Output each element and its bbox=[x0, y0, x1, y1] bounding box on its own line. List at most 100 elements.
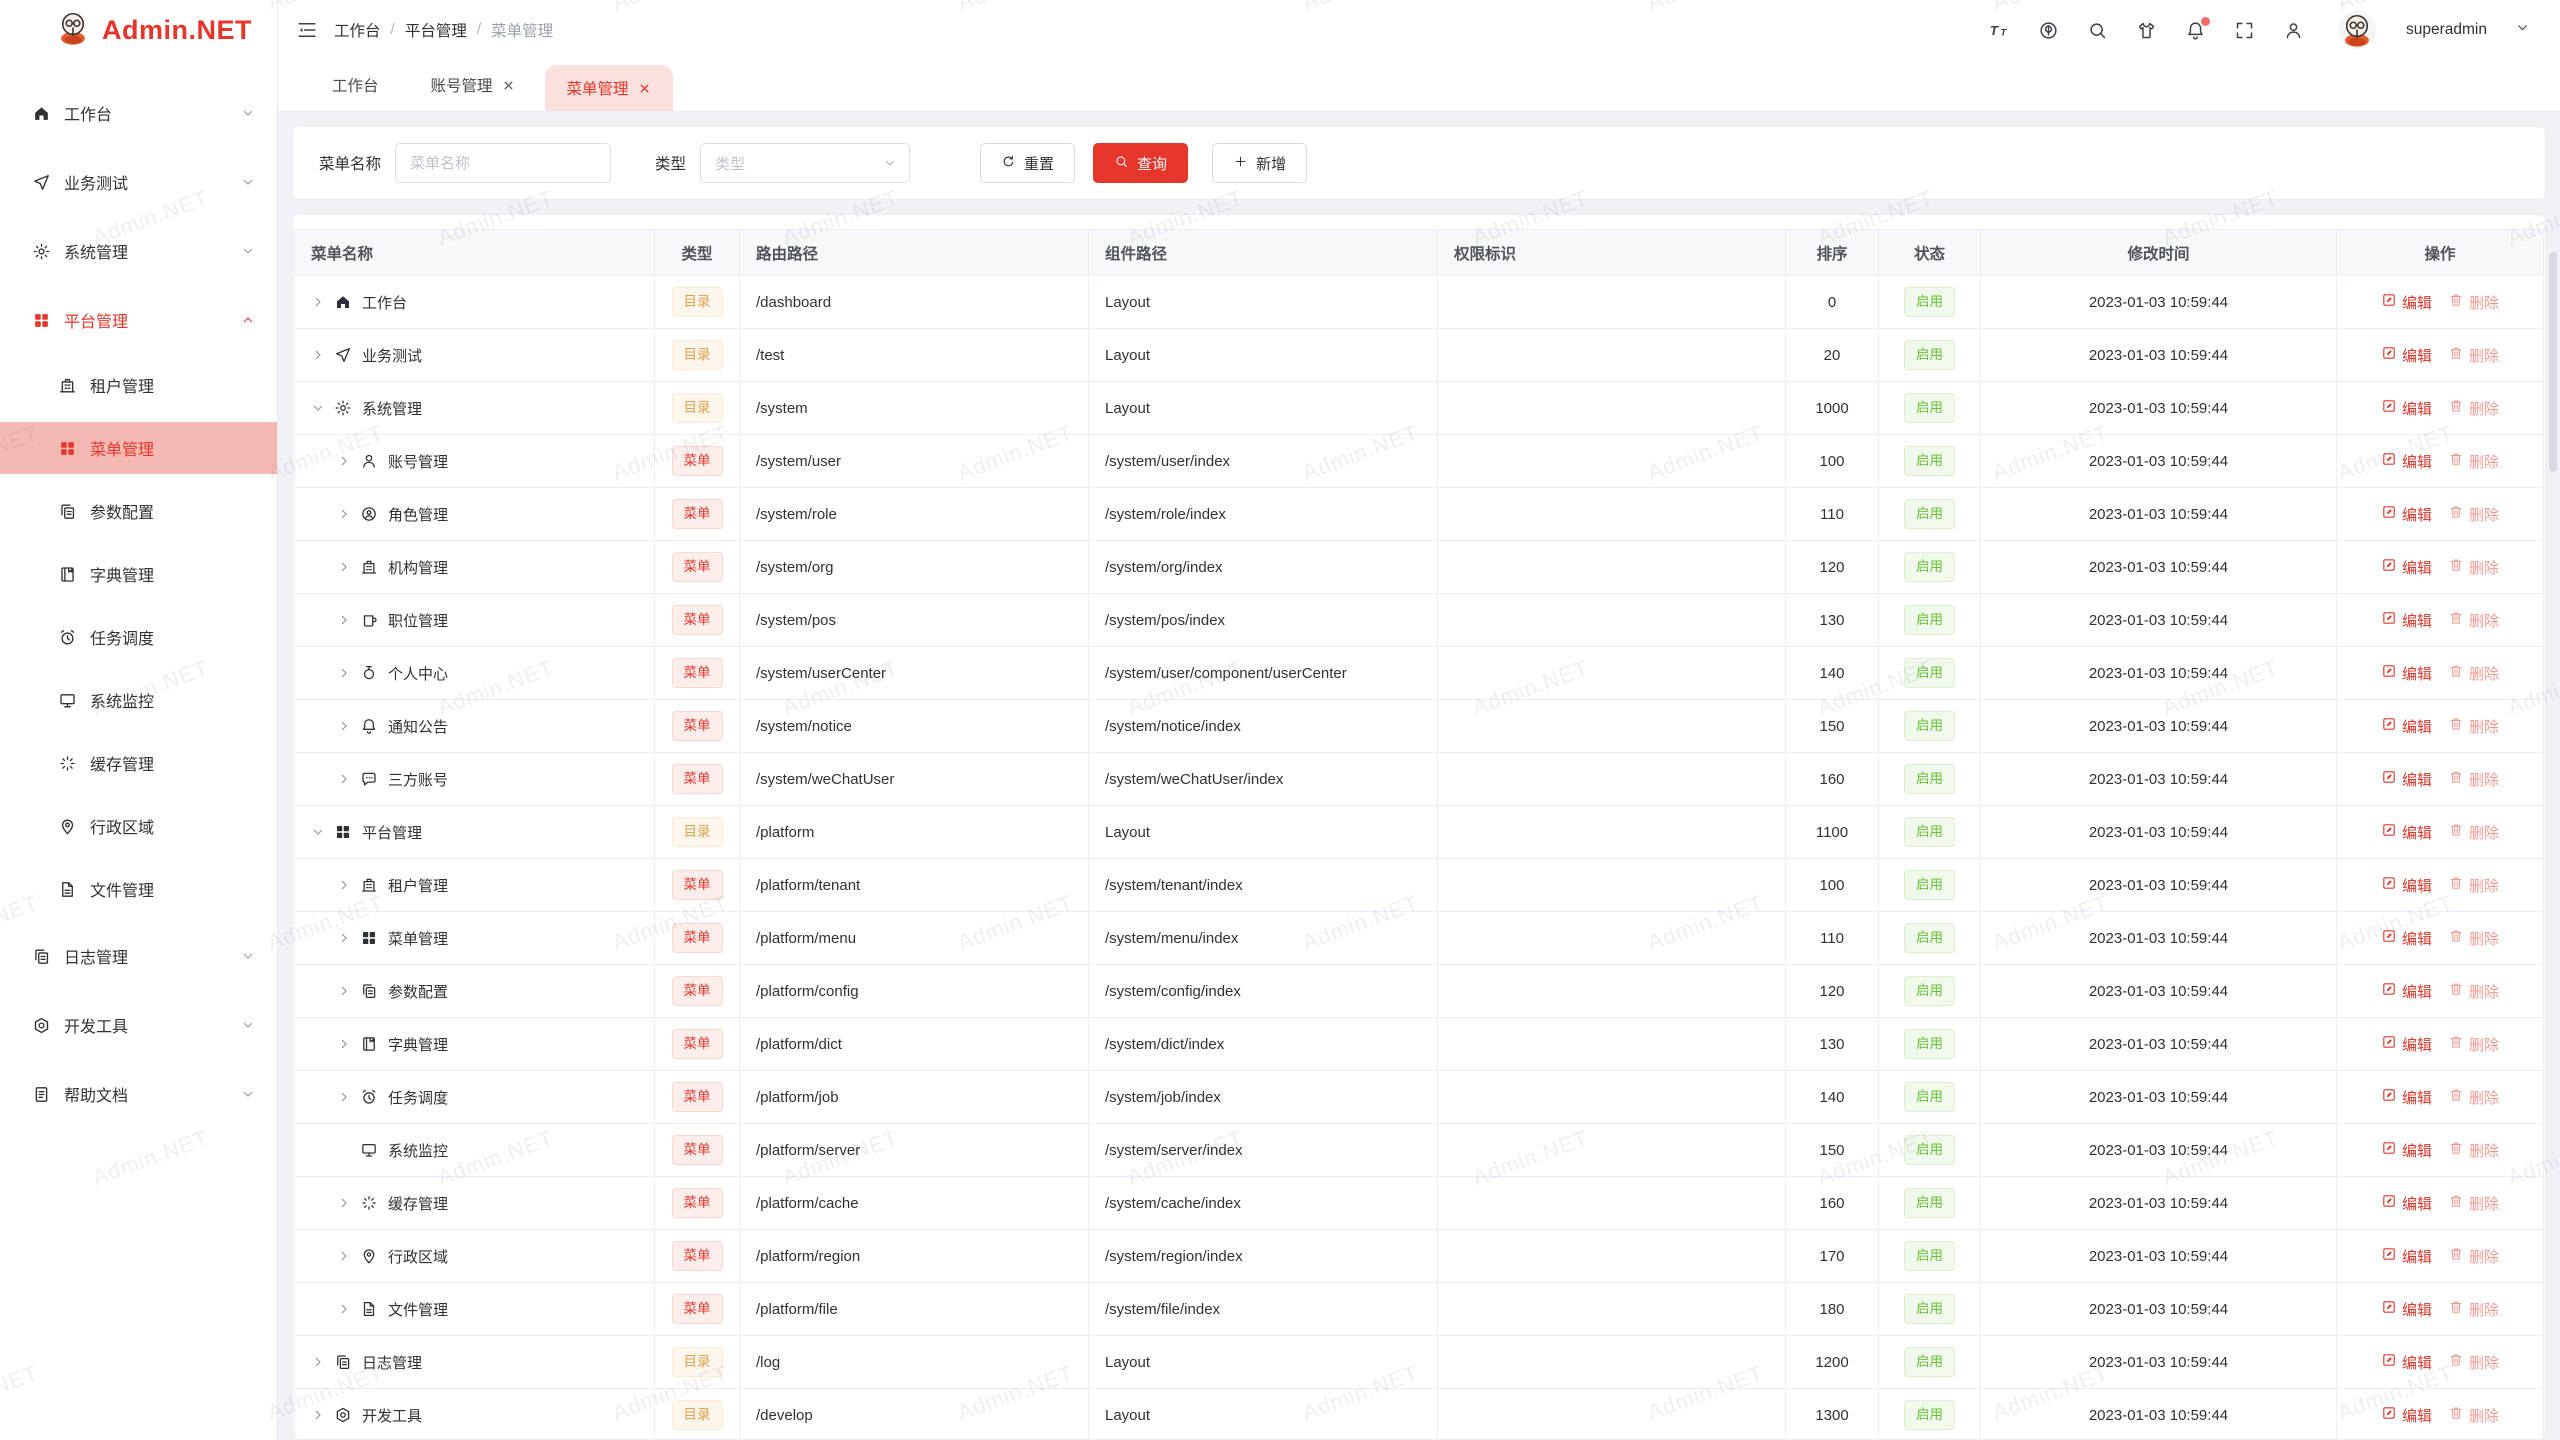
sidebar-item-字典管理[interactable]: 字典管理 bbox=[0, 548, 277, 600]
expand-arrow-icon[interactable] bbox=[337, 931, 351, 945]
search-button[interactable]: 查询 bbox=[1093, 143, 1189, 183]
expand-arrow-icon[interactable] bbox=[337, 772, 351, 786]
sidebar-item-工作台[interactable]: 工作台 bbox=[0, 85, 277, 141]
edit-button[interactable]: 编辑 bbox=[2381, 504, 2432, 525]
delete-button[interactable]: 删除 bbox=[2448, 1246, 2499, 1267]
edit-button[interactable]: 编辑 bbox=[2381, 1352, 2432, 1373]
expand-arrow-icon[interactable] bbox=[311, 401, 325, 415]
profile-icon[interactable] bbox=[2283, 20, 2304, 41]
delete-button[interactable]: 删除 bbox=[2448, 1193, 2499, 1214]
delete-button[interactable]: 删除 bbox=[2448, 1352, 2499, 1373]
expand-arrow-icon[interactable] bbox=[311, 1408, 325, 1422]
notification-icon[interactable] bbox=[2185, 16, 2210, 41]
edit-button[interactable]: 编辑 bbox=[2381, 1405, 2432, 1426]
collapse-sidebar-icon[interactable] bbox=[296, 19, 318, 41]
sidebar-item-日志管理[interactable]: 日志管理 bbox=[0, 928, 277, 984]
delete-button[interactable]: 删除 bbox=[2448, 1087, 2499, 1108]
delete-button[interactable]: 删除 bbox=[2448, 1405, 2499, 1426]
expand-arrow-icon[interactable] bbox=[337, 1037, 351, 1051]
edit-button[interactable]: 编辑 bbox=[2381, 557, 2432, 578]
edit-button[interactable]: 编辑 bbox=[2381, 822, 2432, 843]
sidebar-item-缓存管理[interactable]: 缓存管理 bbox=[0, 737, 277, 789]
edit-button[interactable]: 编辑 bbox=[2381, 1246, 2432, 1267]
delete-button[interactable]: 删除 bbox=[2448, 398, 2499, 419]
user-menu-chevron-icon[interactable] bbox=[2515, 20, 2536, 41]
sidebar-item-开发工具[interactable]: 开发工具 bbox=[0, 997, 277, 1053]
delete-button[interactable]: 删除 bbox=[2448, 716, 2499, 737]
sidebar-item-系统监控[interactable]: 系统监控 bbox=[0, 674, 277, 726]
expand-arrow-icon[interactable] bbox=[311, 1355, 325, 1369]
breadcrumb-item[interactable]: 工作台 bbox=[334, 23, 381, 40]
close-icon[interactable] bbox=[638, 82, 651, 95]
tab-账号管理[interactable]: 账号管理 bbox=[409, 59, 537, 111]
sidebar-item-业务测试[interactable]: 业务测试 bbox=[0, 154, 277, 210]
sidebar-item-行政区域[interactable]: 行政区域 bbox=[0, 800, 277, 852]
edit-button[interactable]: 编辑 bbox=[2381, 1034, 2432, 1055]
edit-button[interactable]: 编辑 bbox=[2381, 610, 2432, 631]
delete-button[interactable]: 删除 bbox=[2448, 292, 2499, 313]
fullscreen-icon[interactable] bbox=[2234, 20, 2255, 41]
expand-arrow-icon[interactable] bbox=[337, 507, 351, 521]
delete-button[interactable]: 删除 bbox=[2448, 1299, 2499, 1320]
delete-button[interactable]: 删除 bbox=[2448, 663, 2499, 684]
tab-工作台[interactable]: 工作台 bbox=[310, 59, 401, 111]
sidebar-item-文件管理[interactable]: 文件管理 bbox=[0, 863, 277, 915]
expand-arrow-icon[interactable] bbox=[337, 984, 351, 998]
sidebar-item-平台管理[interactable]: 平台管理 bbox=[0, 292, 277, 348]
delete-button[interactable]: 删除 bbox=[2448, 822, 2499, 843]
expand-arrow-icon[interactable] bbox=[337, 454, 351, 468]
edit-button[interactable]: 编辑 bbox=[2381, 981, 2432, 1002]
tab-菜单管理[interactable]: 菜单管理 bbox=[544, 65, 673, 111]
sidebar-item-租户管理[interactable]: 租户管理 bbox=[0, 359, 277, 411]
edit-button[interactable]: 编辑 bbox=[2381, 716, 2432, 737]
language-icon[interactable] bbox=[2038, 20, 2059, 41]
edit-button[interactable]: 编辑 bbox=[2381, 345, 2432, 366]
search-icon[interactable] bbox=[2087, 20, 2108, 41]
delete-button[interactable]: 删除 bbox=[2448, 1034, 2499, 1055]
expand-arrow-icon[interactable] bbox=[337, 560, 351, 574]
expand-arrow-icon[interactable] bbox=[337, 1302, 351, 1316]
sidebar-item-帮助文档[interactable]: 帮助文档 bbox=[0, 1066, 277, 1122]
theme-icon[interactable] bbox=[2136, 20, 2157, 41]
edit-button[interactable]: 编辑 bbox=[2381, 451, 2432, 472]
delete-button[interactable]: 删除 bbox=[2448, 1140, 2499, 1161]
breadcrumb-item[interactable]: 菜单管理 bbox=[491, 23, 554, 40]
edit-button[interactable]: 编辑 bbox=[2381, 663, 2432, 684]
expand-arrow-icon[interactable] bbox=[337, 878, 351, 892]
delete-button[interactable]: 删除 bbox=[2448, 928, 2499, 949]
edit-button[interactable]: 编辑 bbox=[2381, 292, 2432, 313]
close-icon[interactable] bbox=[502, 79, 515, 92]
edit-button[interactable]: 编辑 bbox=[2381, 1299, 2432, 1320]
expand-arrow-icon[interactable] bbox=[337, 1249, 351, 1263]
delete-button[interactable]: 删除 bbox=[2448, 769, 2499, 790]
expand-arrow-icon[interactable] bbox=[337, 666, 351, 680]
expand-arrow-icon[interactable] bbox=[337, 1090, 351, 1104]
delete-button[interactable]: 删除 bbox=[2448, 451, 2499, 472]
add-button[interactable]: 新增 bbox=[1212, 143, 1308, 183]
edit-button[interactable]: 编辑 bbox=[2381, 769, 2432, 790]
avatar[interactable] bbox=[2338, 11, 2376, 49]
expand-arrow-icon[interactable] bbox=[311, 295, 325, 309]
edit-button[interactable]: 编辑 bbox=[2381, 1193, 2432, 1214]
delete-button[interactable]: 删除 bbox=[2448, 345, 2499, 366]
edit-button[interactable]: 编辑 bbox=[2381, 1087, 2432, 1108]
edit-button[interactable]: 编辑 bbox=[2381, 398, 2432, 419]
expand-arrow-icon[interactable] bbox=[337, 1196, 351, 1210]
edit-button[interactable]: 编辑 bbox=[2381, 1140, 2432, 1161]
expand-arrow-icon[interactable] bbox=[337, 719, 351, 733]
delete-button[interactable]: 删除 bbox=[2448, 610, 2499, 631]
breadcrumb-item[interactable]: 平台管理 bbox=[404, 23, 467, 40]
sidebar-item-参数配置[interactable]: 参数配置 bbox=[0, 485, 277, 537]
delete-button[interactable]: 删除 bbox=[2448, 981, 2499, 1002]
sidebar-item-任务调度[interactable]: 任务调度 bbox=[0, 611, 277, 663]
delete-button[interactable]: 删除 bbox=[2448, 875, 2499, 896]
expand-arrow-icon[interactable] bbox=[311, 348, 325, 362]
expand-arrow-icon[interactable] bbox=[311, 825, 325, 839]
edit-button[interactable]: 编辑 bbox=[2381, 928, 2432, 949]
menu-name-input[interactable] bbox=[395, 143, 612, 183]
username[interactable]: superadmin bbox=[2406, 21, 2487, 38]
sidebar-item-菜单管理[interactable]: 菜单管理 bbox=[0, 422, 277, 474]
reset-button[interactable]: 重置 bbox=[980, 143, 1076, 183]
expand-arrow-icon[interactable] bbox=[337, 613, 351, 627]
